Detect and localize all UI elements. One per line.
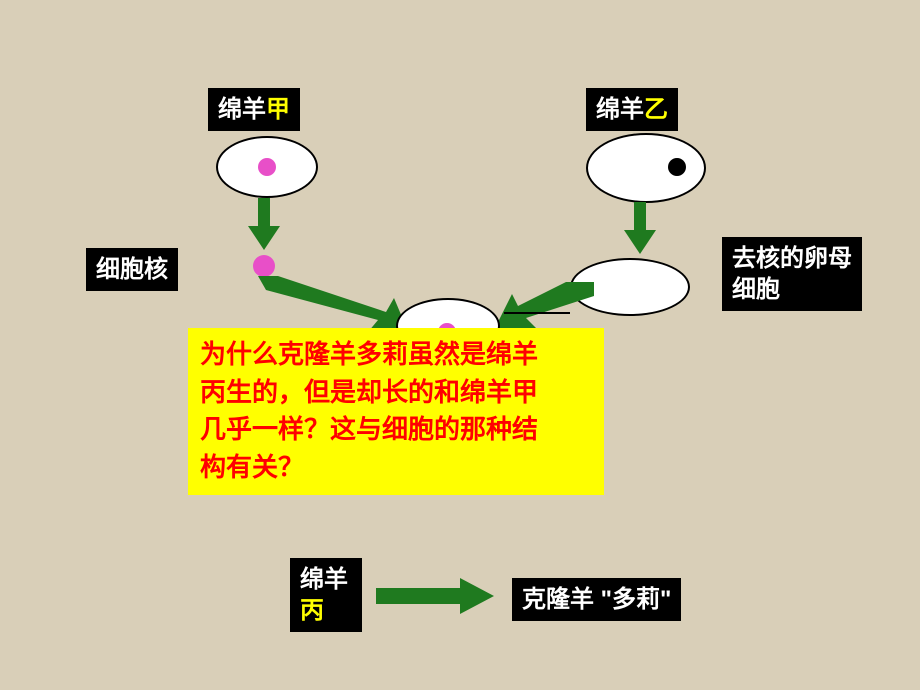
arrow-to-dolly: [376, 578, 496, 614]
sheep-b-cell: [586, 133, 706, 203]
enucleated-line1: 去核的卵母: [732, 245, 852, 272]
question-line2: 丙生的，但是却长的和绵羊甲: [200, 377, 538, 407]
sheep-a-label: 绵羊甲: [208, 88, 300, 131]
sheep-b-label: 绵羊乙: [586, 88, 678, 131]
sheep-b-nucleus: [668, 158, 686, 176]
arrow-a-down: [244, 198, 284, 254]
enucleated-line2: 细胞: [732, 276, 780, 303]
nucleus-text: 细胞核: [96, 256, 168, 283]
dolly-text: 克隆羊 "多莉": [522, 586, 671, 613]
sheep-a-prefix: 绵羊: [218, 96, 266, 123]
sheep-a-suffix: 甲: [266, 96, 290, 123]
line-1: [504, 312, 570, 314]
sheep-b-suffix: 乙: [644, 96, 668, 123]
arrow-b-down: [620, 202, 660, 258]
sheep-c-label: 绵羊丙: [290, 558, 362, 632]
enucleated-label: 去核的卵母 细胞: [722, 237, 862, 311]
extracted-nucleus: [253, 255, 275, 277]
question-box: 为什么克隆羊多莉虽然是绵羊 丙生的，但是却长的和绵羊甲 几乎一样？这与细胞的那种…: [188, 328, 604, 495]
dolly-label: 克隆羊 "多莉": [512, 578, 681, 621]
question-line3: 几乎一样？这与细胞的那种结: [200, 414, 538, 444]
sheep-b-prefix: 绵羊: [596, 96, 644, 123]
sheep-c-prefix: 绵羊: [300, 566, 348, 593]
sheep-a-nucleus: [258, 158, 276, 176]
question-line4: 构有关？: [200, 452, 304, 482]
sheep-c-suffix: 丙: [300, 597, 324, 624]
question-line1: 为什么克隆羊多莉虽然是绵羊: [200, 339, 538, 369]
nucleus-label: 细胞核: [86, 248, 178, 291]
